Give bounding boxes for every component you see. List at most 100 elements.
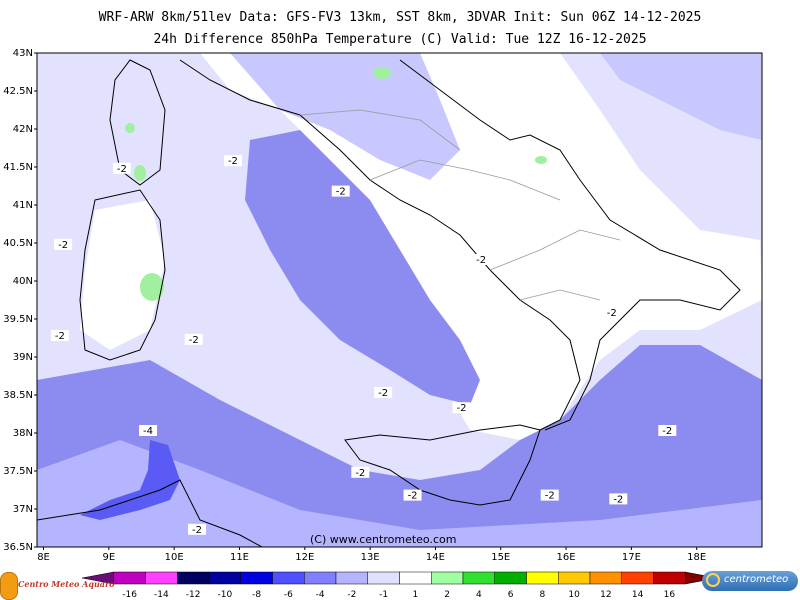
lat-label: 41N [13, 200, 33, 211]
contour-label-bg [184, 333, 203, 345]
lat-label: 42N [13, 124, 33, 135]
contour-label: -2 [545, 491, 555, 502]
left-logo-badge-icon [0, 572, 18, 600]
legend-label: -8 [252, 590, 261, 600]
coastline-italy-west [179, 59, 581, 431]
legend-swatch [653, 571, 686, 585]
lon-label: 9E [103, 552, 116, 563]
lon-label: 8E [37, 552, 50, 563]
lon-label: 13E [361, 552, 380, 563]
contour-label-bg [602, 307, 621, 319]
legend-label: -16 [122, 590, 137, 600]
region-border-2 [369, 159, 561, 201]
lat-label: 43N [13, 48, 33, 59]
lat-label: 40N [13, 276, 33, 287]
legend-label: 16 [664, 590, 676, 600]
header-line2: 24h Difference 850hPa Temperature (C) Va… [153, 32, 647, 47]
legend-label: 4 [476, 590, 482, 600]
tyrrhenian-cold-area [245, 130, 480, 405]
contour-label-bg [452, 402, 471, 414]
contour-label-bg [50, 330, 69, 341]
legend-swatch [335, 571, 368, 585]
coastline-sardinia [79, 189, 166, 361]
lon-label: 10E [165, 552, 184, 563]
right-logo-text: centrometeo [724, 574, 789, 585]
region-borders [299, 109, 621, 301]
lat-label: 38N [13, 428, 33, 439]
legend-swatch [208, 571, 241, 585]
latitude-axis: 43N 42.5N 42N 41.5N 41N 40.5N 40N 39.5N 39N 38.5N… [3, 48, 37, 553]
warm-spot-gargano [535, 156, 547, 164]
contour-label: -2 [378, 388, 388, 399]
legend-label: 14 [632, 590, 644, 600]
warm-spot-elba [125, 123, 135, 133]
color-legend: -16 -14 -12 -10 -8 -6 -4 -2 -1 1 2 4 6 8 10 12 14 16 [81, 571, 718, 600]
legend-label: -10 [218, 590, 233, 600]
lon-label: 15E [491, 552, 510, 563]
contour-label-bg [658, 425, 677, 436]
warm-spot-sardinia [140, 273, 164, 301]
temperature-field [37, 53, 762, 547]
warm-spot-north [373, 67, 391, 79]
header-line1: WRF-ARW 8km/51lev Data: GFS-FV3 13km, SS… [98, 10, 702, 25]
contour-label: -2 [192, 525, 202, 536]
legend-swatch [621, 571, 654, 585]
coastline-italy-east [399, 59, 741, 431]
contour-label-bg [540, 489, 559, 501]
zero-change-sardinia [80, 200, 165, 350]
lat-label: 39.5N [3, 314, 33, 325]
map-frame [36, 52, 763, 548]
lat-label: 40.5N [3, 238, 33, 249]
coastline-corsica [109, 59, 166, 186]
legend-label: -6 [284, 590, 293, 600]
warm-spot-corsica [134, 165, 146, 181]
coastline-sicily [344, 424, 541, 506]
region-border-1 [299, 109, 461, 151]
legend-swatch [526, 571, 559, 585]
lon-label: 16E [557, 552, 576, 563]
legend-label: -12 [186, 590, 201, 600]
lat-label: 37N [13, 504, 33, 515]
coastlines [37, 59, 741, 547]
contour-label-bg [139, 425, 158, 436]
legend-swatch [399, 571, 432, 585]
contour-label-bg [403, 489, 422, 501]
zero-change-area [200, 53, 762, 440]
longitude-axis: 8E 9E 10E 11E 12E 13E 14E 15E 16E 17E 18E [37, 547, 706, 563]
contour-label: -2 [228, 156, 238, 167]
lat-label: 36.5N [3, 542, 33, 553]
contour-label-bg [609, 493, 628, 505]
minus1-band-adriatic [600, 53, 762, 140]
contour-label: -2 [408, 491, 418, 502]
lon-label: 12E [295, 552, 314, 563]
legend-label: 6 [508, 590, 514, 600]
legend-swatch [367, 571, 400, 585]
contour-label: -4 [143, 426, 153, 437]
contour-labels: -2 -2 -2 -2 -2 -2 -2 -2 -2 -2 -4 -2 -2 -2 -2 -2 -2 [50, 155, 677, 536]
contour-label: -2 [336, 187, 346, 198]
contour-label: -2 [355, 468, 365, 479]
contour-label-bg [374, 387, 393, 398]
region-border-4 [519, 289, 601, 301]
lat-label: 42.5N [3, 86, 33, 97]
lat-label: 41.5N [3, 162, 33, 173]
legend-label: 10 [568, 590, 580, 600]
contour-label: -2 [662, 426, 672, 437]
legend-swatch [589, 571, 622, 585]
copyright-text: (C) www.centrometeo.com [310, 533, 457, 546]
legend-label: 2 [444, 590, 450, 600]
legend-swatch [304, 571, 337, 585]
left-logo: Centro Meteo Aquaro [0, 570, 115, 600]
contour-label-bg [54, 238, 73, 250]
lon-label: 17E [622, 552, 641, 563]
legend-swatch [113, 571, 146, 585]
legend-label: -2 [347, 590, 356, 600]
contour-label: -2 [58, 240, 68, 251]
legend-label: 1 [413, 590, 419, 600]
legend-label: 12 [600, 590, 611, 600]
legend-label: -4 [316, 590, 325, 600]
legend-swatch [558, 571, 591, 585]
right-logo-ring-icon [706, 573, 720, 587]
lat-label: 37.5N [3, 466, 33, 477]
region-border-3 [489, 229, 621, 271]
